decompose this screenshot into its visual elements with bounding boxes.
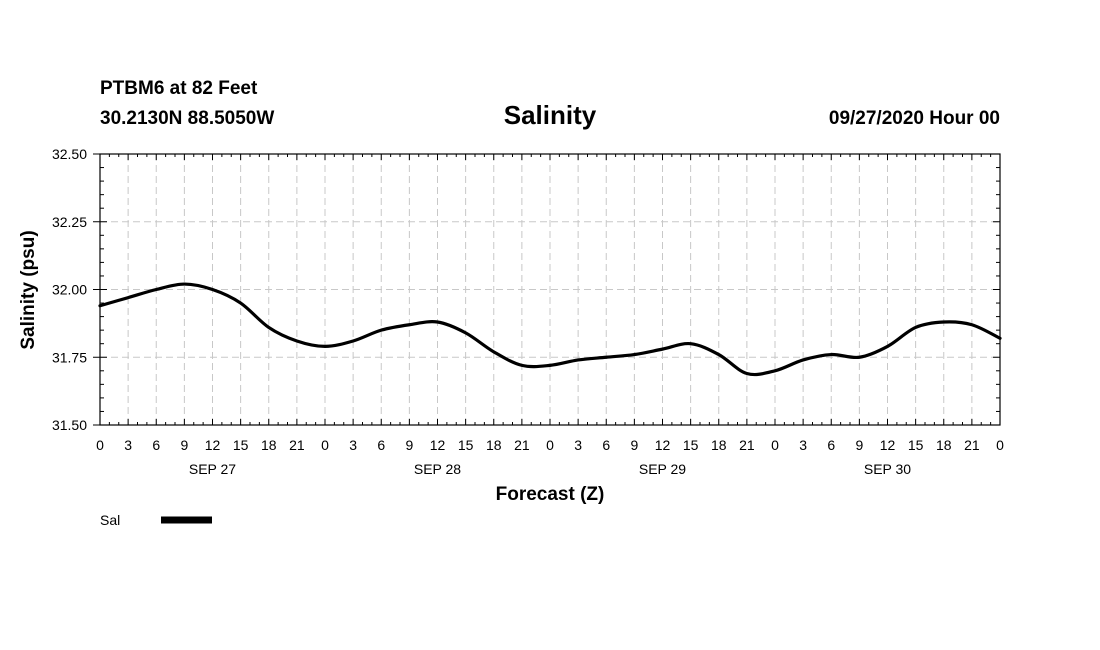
date-labels: SEP 27 SEP 28 SEP 29 SEP 30: [189, 461, 911, 477]
date-label: SEP 29: [639, 461, 686, 477]
date-label: SEP 27: [189, 461, 236, 477]
x-tick-label: 18: [936, 437, 952, 453]
y-tick-label: 32.25: [52, 214, 87, 230]
x-tick-label: 6: [827, 437, 835, 453]
x-tick-label: 0: [96, 437, 104, 453]
legend: Sal: [100, 512, 212, 528]
series-layer: [98, 282, 1002, 377]
coordinates-label: 30.2130N 88.5050W: [100, 108, 274, 129]
x-tick-label: 18: [486, 437, 502, 453]
y-tick-label: 32.00: [52, 282, 87, 298]
y-tick-label: 31.75: [52, 349, 87, 365]
x-tick-label: 9: [405, 437, 413, 453]
x-tick-label: 6: [152, 437, 160, 453]
x-tick-label: 9: [855, 437, 863, 453]
x-tick-label: 21: [289, 437, 305, 453]
x-tick-label: 0: [321, 437, 329, 453]
y-axis-title: Salinity (psu): [18, 230, 39, 349]
grid-lines: [100, 154, 1000, 425]
x-tick-label: 0: [996, 437, 1004, 453]
date-label: SEP 30: [864, 461, 911, 477]
x-tick-label: 6: [377, 437, 385, 453]
y-axis: 31.50 31.75 32.00 32.25 32.50: [52, 146, 1000, 433]
station-label: PTBM6 at 82 Feet: [100, 78, 258, 99]
x-tick-label: 12: [655, 437, 671, 453]
x-tick-label: 18: [261, 437, 277, 453]
y-tick-label: 32.50: [52, 146, 87, 162]
x-tick-label: 18: [711, 437, 727, 453]
x-tick-label: 3: [574, 437, 582, 453]
x-tick-label: 21: [739, 437, 755, 453]
x-tick-label: 15: [233, 437, 249, 453]
x-tick-label: 0: [546, 437, 554, 453]
x-axis: 0 3 6 9 12 15 18 21 0 3 6 9 12 15 18 21 0 3 6 9 12 15 18 21 0 3 6 9…: [96, 154, 1004, 453]
x-tick-label: 3: [349, 437, 357, 453]
chart-title: Salinity: [504, 100, 597, 130]
x-tick-label: 12: [430, 437, 446, 453]
x-tick-label: 0: [771, 437, 779, 453]
x-tick-label: 15: [458, 437, 474, 453]
x-tick-label: 12: [205, 437, 221, 453]
x-axis-title: Forecast (Z): [496, 484, 605, 505]
x-tick-label: 21: [514, 437, 530, 453]
x-tick-label: 9: [630, 437, 638, 453]
x-tick-label: 9: [180, 437, 188, 453]
x-tick-label: 21: [964, 437, 980, 453]
x-tick-label: 15: [683, 437, 699, 453]
y-tick-label: 31.50: [52, 417, 87, 433]
series-line-sal: [98, 282, 1002, 377]
x-tick-label: 12: [880, 437, 896, 453]
date-label: SEP 28: [414, 461, 461, 477]
x-tick-label: 15: [908, 437, 924, 453]
legend-label-sal: Sal: [100, 512, 120, 528]
x-tick-label: 6: [602, 437, 610, 453]
x-tick-label: 3: [124, 437, 132, 453]
x-tick-label: 3: [799, 437, 807, 453]
forecast-datetime: 09/27/2020 Hour 00: [829, 108, 1000, 129]
